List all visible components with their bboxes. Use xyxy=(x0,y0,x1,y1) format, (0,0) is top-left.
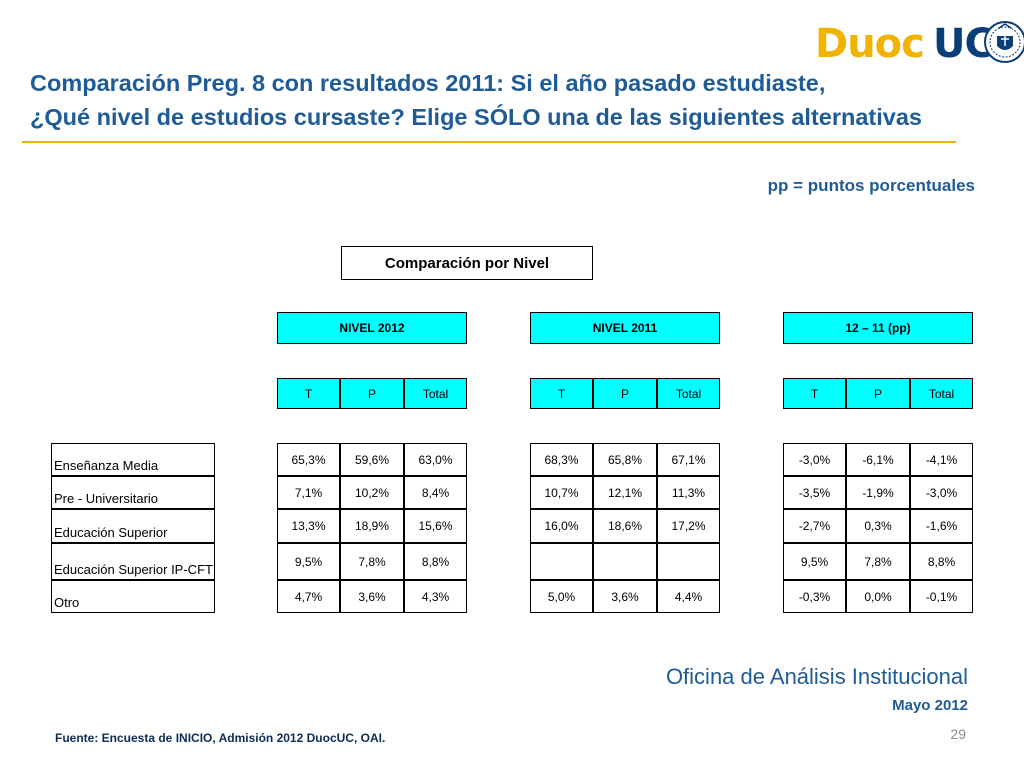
table-cell: 4,3% xyxy=(404,580,467,613)
table-cell: 7,1% xyxy=(277,476,340,509)
table-cell: 0,0% xyxy=(846,580,910,613)
table-cell: -1,6% xyxy=(910,509,973,543)
table-cell: 16,0% xyxy=(530,509,593,543)
table-cell: 9,5% xyxy=(783,543,846,580)
table-cell: 3,6% xyxy=(593,580,657,613)
table-cell xyxy=(657,543,720,580)
pp-note: pp = puntos porcentuales xyxy=(767,176,975,195)
table-cell: 65,8% xyxy=(593,443,657,476)
table-cell: 13,3% xyxy=(277,509,340,543)
table-cell: -0,3% xyxy=(783,580,846,613)
column-header-total: Total xyxy=(910,378,973,409)
report-date: Mayo 2012 xyxy=(892,697,968,714)
table-cell: 7,8% xyxy=(846,543,910,580)
table-cell: -4,1% xyxy=(910,443,973,476)
duocuc-logo: Duoc UC xyxy=(815,18,1024,70)
table-cell: 15,6% xyxy=(404,509,467,543)
column-header-p: P xyxy=(340,378,404,409)
table-cell: -3,5% xyxy=(783,476,846,509)
group-header: 12 – 11 (pp) xyxy=(783,312,973,344)
table-cell xyxy=(593,543,657,580)
logo-word-duoc: Duoc xyxy=(815,21,925,67)
table-cell: 10,7% xyxy=(530,476,593,509)
column-header-p: P xyxy=(846,378,910,409)
table-cell: 65,3% xyxy=(277,443,340,476)
group-header: NIVEL 2011 xyxy=(530,312,720,344)
title-line-1: Comparación Preg. 8 con resultados 2011:… xyxy=(30,70,826,96)
table-cell: 68,3% xyxy=(530,443,593,476)
table-cell: 8,8% xyxy=(910,543,973,580)
university-seal-icon xyxy=(984,21,1024,63)
table-cell: -3,0% xyxy=(910,476,973,509)
logo-word-uc: UC xyxy=(933,21,994,67)
row-label: Pre - Universitario xyxy=(51,476,215,509)
column-header-total: Total xyxy=(657,378,720,409)
table-cell: 5,0% xyxy=(530,580,593,613)
source-note: Fuente: Encuesta de INICIO, Admisión 201… xyxy=(55,731,386,745)
column-header-t: T xyxy=(530,378,593,409)
table-cell: -6,1% xyxy=(846,443,910,476)
row-label: Educación Superior IP-CFT xyxy=(51,543,215,580)
column-header-t: T xyxy=(783,378,846,409)
table-cell: 67,1% xyxy=(657,443,720,476)
table-cell: 4,4% xyxy=(657,580,720,613)
office-name: Oficina de Análisis Institucional xyxy=(665,664,968,689)
table-cell: 3,6% xyxy=(340,580,404,613)
row-label: Enseñanza Media xyxy=(51,443,215,476)
page-number: 29 xyxy=(950,726,966,742)
table-cell: 4,7% xyxy=(277,580,340,613)
table-cell: 9,5% xyxy=(277,543,340,580)
table-cell: -2,7% xyxy=(783,509,846,543)
table-cell: 11,3% xyxy=(657,476,720,509)
column-header-p: P xyxy=(593,378,657,409)
page-title: Comparación Preg. 8 con resultados 2011:… xyxy=(30,66,990,134)
table-cell: 8,4% xyxy=(404,476,467,509)
table-cell: 7,8% xyxy=(340,543,404,580)
table-cell: 12,1% xyxy=(593,476,657,509)
table-cell: 10,2% xyxy=(340,476,404,509)
table-cell: 17,2% xyxy=(657,509,720,543)
table-cell: 18,9% xyxy=(340,509,404,543)
group-header: NIVEL 2012 xyxy=(277,312,467,344)
table-cell: 18,6% xyxy=(593,509,657,543)
comparison-title: Comparación por Nivel xyxy=(341,246,593,280)
table-cell xyxy=(530,543,593,580)
table-cell: 59,6% xyxy=(340,443,404,476)
row-label: Otro xyxy=(51,580,215,613)
table-cell: 0,3% xyxy=(846,509,910,543)
table-cell: 8,8% xyxy=(404,543,467,580)
table-cell: 63,0% xyxy=(404,443,467,476)
table-cell: -3,0% xyxy=(783,443,846,476)
table-cell: -1,9% xyxy=(846,476,910,509)
column-header-t: T xyxy=(277,378,340,409)
title-line-2: ¿Qué nivel de estudios cursaste? Elige S… xyxy=(30,104,922,130)
table-cell: -0,1% xyxy=(910,580,973,613)
row-label: Educación Superior xyxy=(51,509,215,543)
column-header-total: Total xyxy=(404,378,467,409)
title-divider xyxy=(22,141,956,143)
